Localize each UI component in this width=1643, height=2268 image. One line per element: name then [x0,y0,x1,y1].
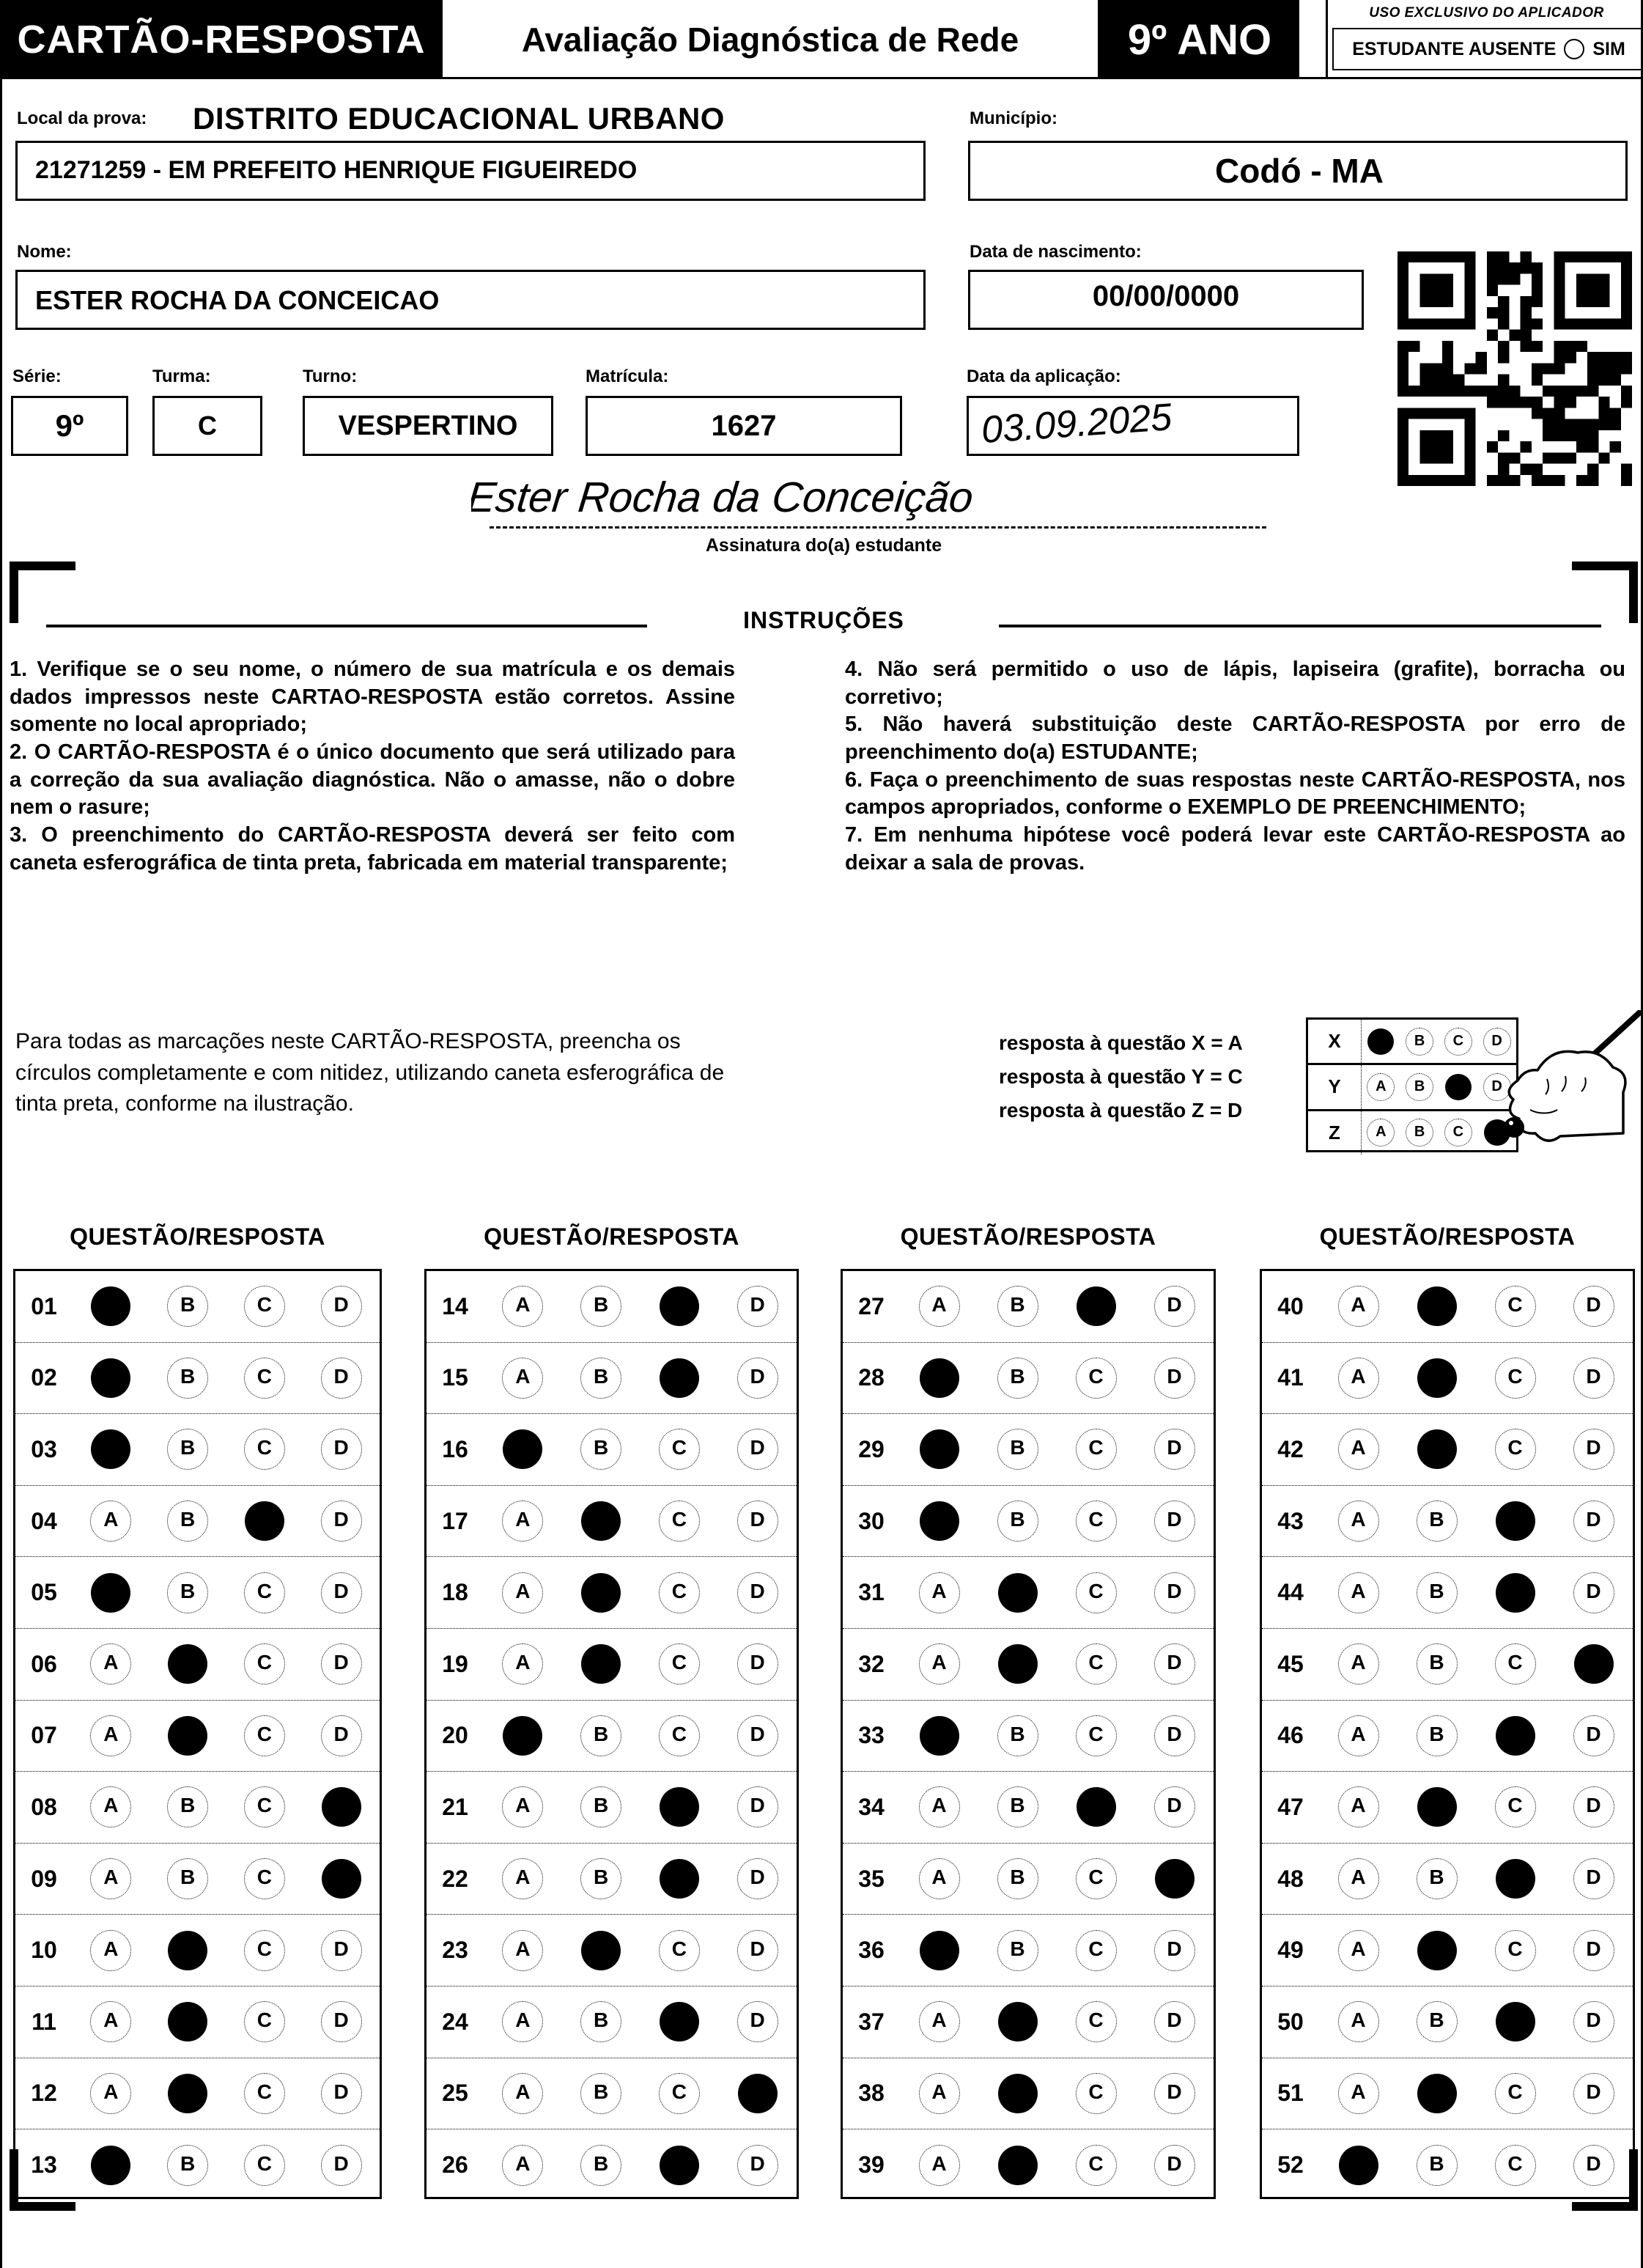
svg-text:Ester Rocha da Conceição: Ester Rocha da Conceição [471,474,975,521]
svg-text:03.09.2025: 03.09.2025 [981,396,1174,452]
